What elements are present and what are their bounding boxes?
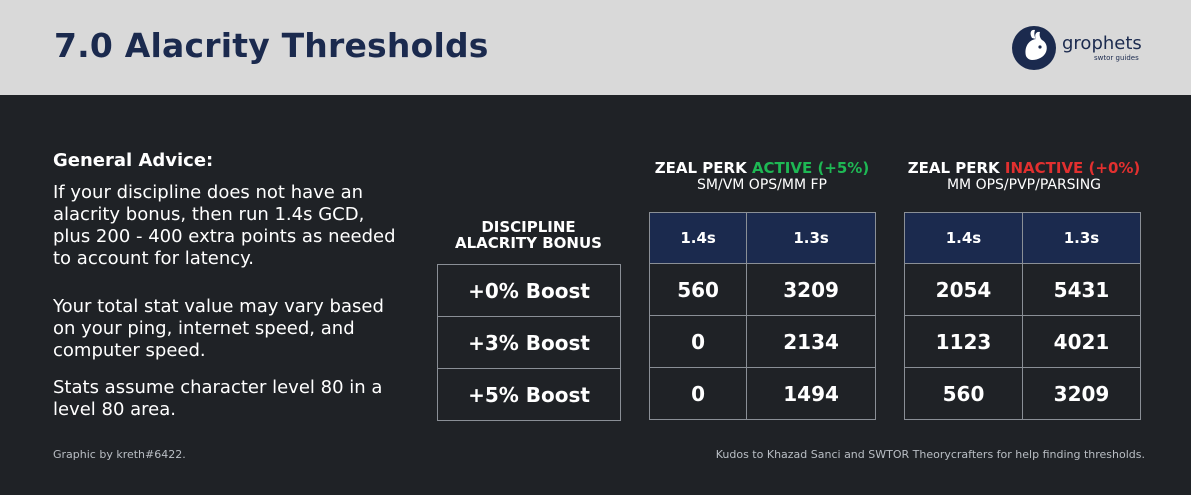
table-row: 560 3209 bbox=[904, 367, 1141, 420]
table-row: 1123 4021 bbox=[904, 315, 1141, 368]
logo-subtitle: swtor guides bbox=[1094, 54, 1139, 62]
table-header-row: 1.4s 1.3s bbox=[648, 212, 876, 264]
threshold-cell: 0 bbox=[648, 367, 748, 420]
rabbit-logo-icon bbox=[1012, 26, 1056, 70]
active-values-table: 1.4s 1.3s 560 3209 0 2134 0 1494 bbox=[648, 212, 876, 420]
threshold-cell: 5431 bbox=[1022, 263, 1141, 316]
table-header-row: 1.4s 1.3s bbox=[904, 212, 1141, 264]
threshold-cell: 2054 bbox=[904, 263, 1023, 316]
table-row: +3% Boost bbox=[437, 316, 621, 369]
zeal-perk-label: ZEAL PERK bbox=[907, 159, 1005, 177]
discipline-header: DISCIPLINE ALACRITY BONUS bbox=[437, 219, 620, 251]
table-row: 0 2134 bbox=[648, 315, 876, 368]
advice-paragraph: If your discipline does not have an alac… bbox=[53, 182, 396, 269]
threshold-cell: 4021 bbox=[1022, 315, 1141, 368]
discipline-header-line: DISCIPLINE bbox=[481, 218, 576, 236]
logo-name: grophets bbox=[1062, 33, 1142, 54]
kudos-credit: Kudos to Khazad Sanci and SWTOR Theorycr… bbox=[715, 448, 1145, 461]
inactive-values-table: 1.4s 1.3s 2054 5431 1123 4021 560 3209 bbox=[904, 212, 1141, 420]
zeal-inactive-header: ZEAL PERK INACTIVE (+0%) MM OPS/PVP/PARS… bbox=[904, 160, 1144, 194]
boost-label: +0% Boost bbox=[437, 264, 621, 317]
threshold-cell: 2134 bbox=[746, 315, 876, 368]
threshold-cell: 3209 bbox=[746, 263, 876, 316]
threshold-cell: 3209 bbox=[1022, 367, 1141, 420]
active-subtitle: SM/VM OPS/MM FP bbox=[697, 177, 827, 193]
zeal-active-header: ZEAL PERK ACTIVE (+5%) SM/VM OPS/MM FP bbox=[649, 160, 875, 194]
threshold-cell: 0 bbox=[648, 315, 748, 368]
gcd-column-header: 1.4s bbox=[904, 212, 1023, 264]
threshold-cell: 1123 bbox=[904, 315, 1023, 368]
advice-heading: General Advice: bbox=[53, 150, 214, 171]
advice-paragraph: Stats assume character level 80 in a lev… bbox=[53, 377, 383, 420]
active-status: ACTIVE (+5%) bbox=[751, 159, 870, 177]
threshold-cell: 560 bbox=[648, 263, 748, 316]
table-row: +5% Boost bbox=[437, 368, 621, 421]
discipline-header-line: ALACRITY BONUS bbox=[455, 234, 602, 252]
table-row: 0 1494 bbox=[648, 367, 876, 420]
table-row: 560 3209 bbox=[648, 263, 876, 316]
graphic-credit: Graphic by kreth#6422. bbox=[53, 448, 186, 461]
boost-label: +3% Boost bbox=[437, 316, 621, 369]
gcd-column-header: 1.3s bbox=[1022, 212, 1141, 264]
threshold-cell: 560 bbox=[904, 367, 1023, 420]
zeal-perk-label: ZEAL PERK bbox=[654, 159, 752, 177]
inactive-status: INACTIVE (+0%) bbox=[1004, 159, 1141, 177]
grophets-logo: grophets swtor guides bbox=[1012, 26, 1152, 72]
boost-label: +5% Boost bbox=[437, 368, 621, 421]
gcd-column-header: 1.3s bbox=[746, 212, 876, 264]
advice-paragraph: Your total stat value may vary based on … bbox=[53, 296, 384, 361]
threshold-cell: 1494 bbox=[746, 367, 876, 420]
header-bar: 7.0 Alacrity Thresholds grophets swtor g… bbox=[0, 0, 1191, 95]
table-row: 2054 5431 bbox=[904, 263, 1141, 316]
inactive-subtitle: MM OPS/PVP/PARSING bbox=[946, 177, 1102, 193]
gcd-column-header: 1.4s bbox=[648, 212, 748, 264]
boost-table: +0% Boost +3% Boost +5% Boost bbox=[437, 264, 621, 421]
page-title: 7.0 Alacrity Thresholds bbox=[54, 26, 489, 65]
table-row: +0% Boost bbox=[437, 264, 621, 317]
